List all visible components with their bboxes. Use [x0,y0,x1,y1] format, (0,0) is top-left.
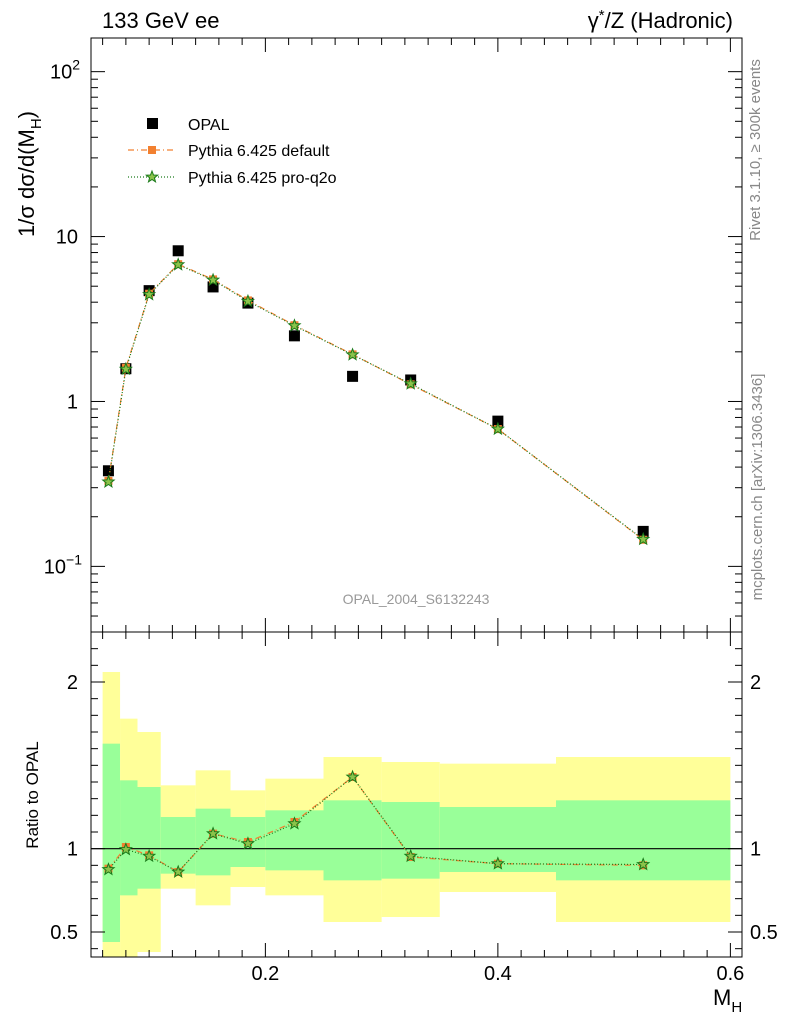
ratio-point [206,826,221,840]
ratio-point [240,836,255,850]
data-point [345,347,360,361]
ratio-y-tick-label-right: 1 [750,839,761,861]
legend-label-pro-q2o: Pythia 6.425 pro-q2o [188,170,337,187]
main-series-1 [104,260,648,544]
ratio-point [403,848,418,863]
uncertainty-band-inner [160,817,196,874]
data-point [118,361,133,376]
uncertainty-band-inner [102,743,121,942]
data-point [207,281,219,293]
main-y-tick-label: 10 [56,227,78,249]
uncertainty-band-inner [323,800,382,881]
ratio-point [142,848,157,863]
legend: OPAL Pythia 6.425 default Pythia 6.425 p… [128,117,337,187]
data-point [287,318,302,332]
mcplots-label: mcplots.cern.ch [arXiv:1306.3436] [749,374,766,601]
ratio-frame [90,631,743,958]
uncertainty-band-inner [195,808,231,876]
data-point [171,257,186,271]
rivet-version-label: Rivet 3.1.10, ≥ 300k events [747,59,764,241]
ratio-series-1 [101,769,651,879]
data-point [490,421,505,436]
main-y-tick-label: 1 [67,391,78,413]
x-tick-label: 0.2 [251,963,279,985]
x-tick-label: 0.4 [484,963,512,985]
ratio-y-ticks [91,648,742,950]
ratio-y-tick-label-left: 0.5 [50,922,78,944]
legend-marker-default [148,146,156,154]
ratio-point [490,856,505,870]
ratio-panel: 0.5 0.5 1 1 2 2 0.2 0.4 0.6 [50,631,778,985]
data-point [101,474,116,488]
main-y-tick-label: 10−1 [44,551,82,578]
ratio-point [636,857,651,871]
ratio-point [171,864,186,879]
x-tick-label: 0.6 [716,963,744,985]
main-y-tick-label: 102 [50,57,80,84]
legend-marker-opal [147,118,158,129]
main-x-ticks [102,38,731,632]
title-right: γ*/Z (Hadronic) [588,7,733,33]
series-line [107,263,644,541]
uncertainty-band-inner [137,787,161,889]
x-axis-label: MH [713,985,742,1016]
data-point [240,293,255,308]
data-point [347,370,359,382]
data-point [142,287,157,301]
ratio-x-ticks [102,632,731,957]
ratio-y-tick-label-right: 2 [750,672,761,694]
main-series-2 [101,257,651,546]
title-left: 133 GeV ee [102,8,219,33]
uncertainty-band-inner [120,780,138,896]
data-point [172,245,184,257]
data-point [637,525,649,537]
main-y-ticks [91,71,742,633]
data-point [288,330,300,342]
main-ylabel: 1/σ dσ/d(MH) [14,111,45,237]
ratio-point [287,816,302,830]
ratio-point [101,862,116,876]
ratio-y-tick-label-left: 2 [67,672,78,694]
watermark: OPAL_2004_S6132243 [343,591,490,607]
data-point [492,415,504,427]
uncertainty-band-inner [381,802,440,879]
data-point [205,272,221,287]
legend-label-opal: OPAL [188,117,230,134]
main-panel: 102 10 1 10−1 [44,37,743,633]
main-series-0 [102,245,649,537]
ratio-y-tick-label-left: 1 [67,839,78,861]
legend-marker-pro-q2o [144,169,160,184]
legend-label-default: Pythia 6.425 default [188,143,330,160]
series-line [107,263,644,540]
data-point [636,531,651,546]
ratio-point [118,842,133,856]
ratio-y-tick-label-right: 0.5 [750,922,778,944]
data-point [403,376,418,390]
ratio-ylabel: Ratio to OPAL [23,741,42,848]
data-point [102,465,114,477]
ratio-point [345,769,360,784]
